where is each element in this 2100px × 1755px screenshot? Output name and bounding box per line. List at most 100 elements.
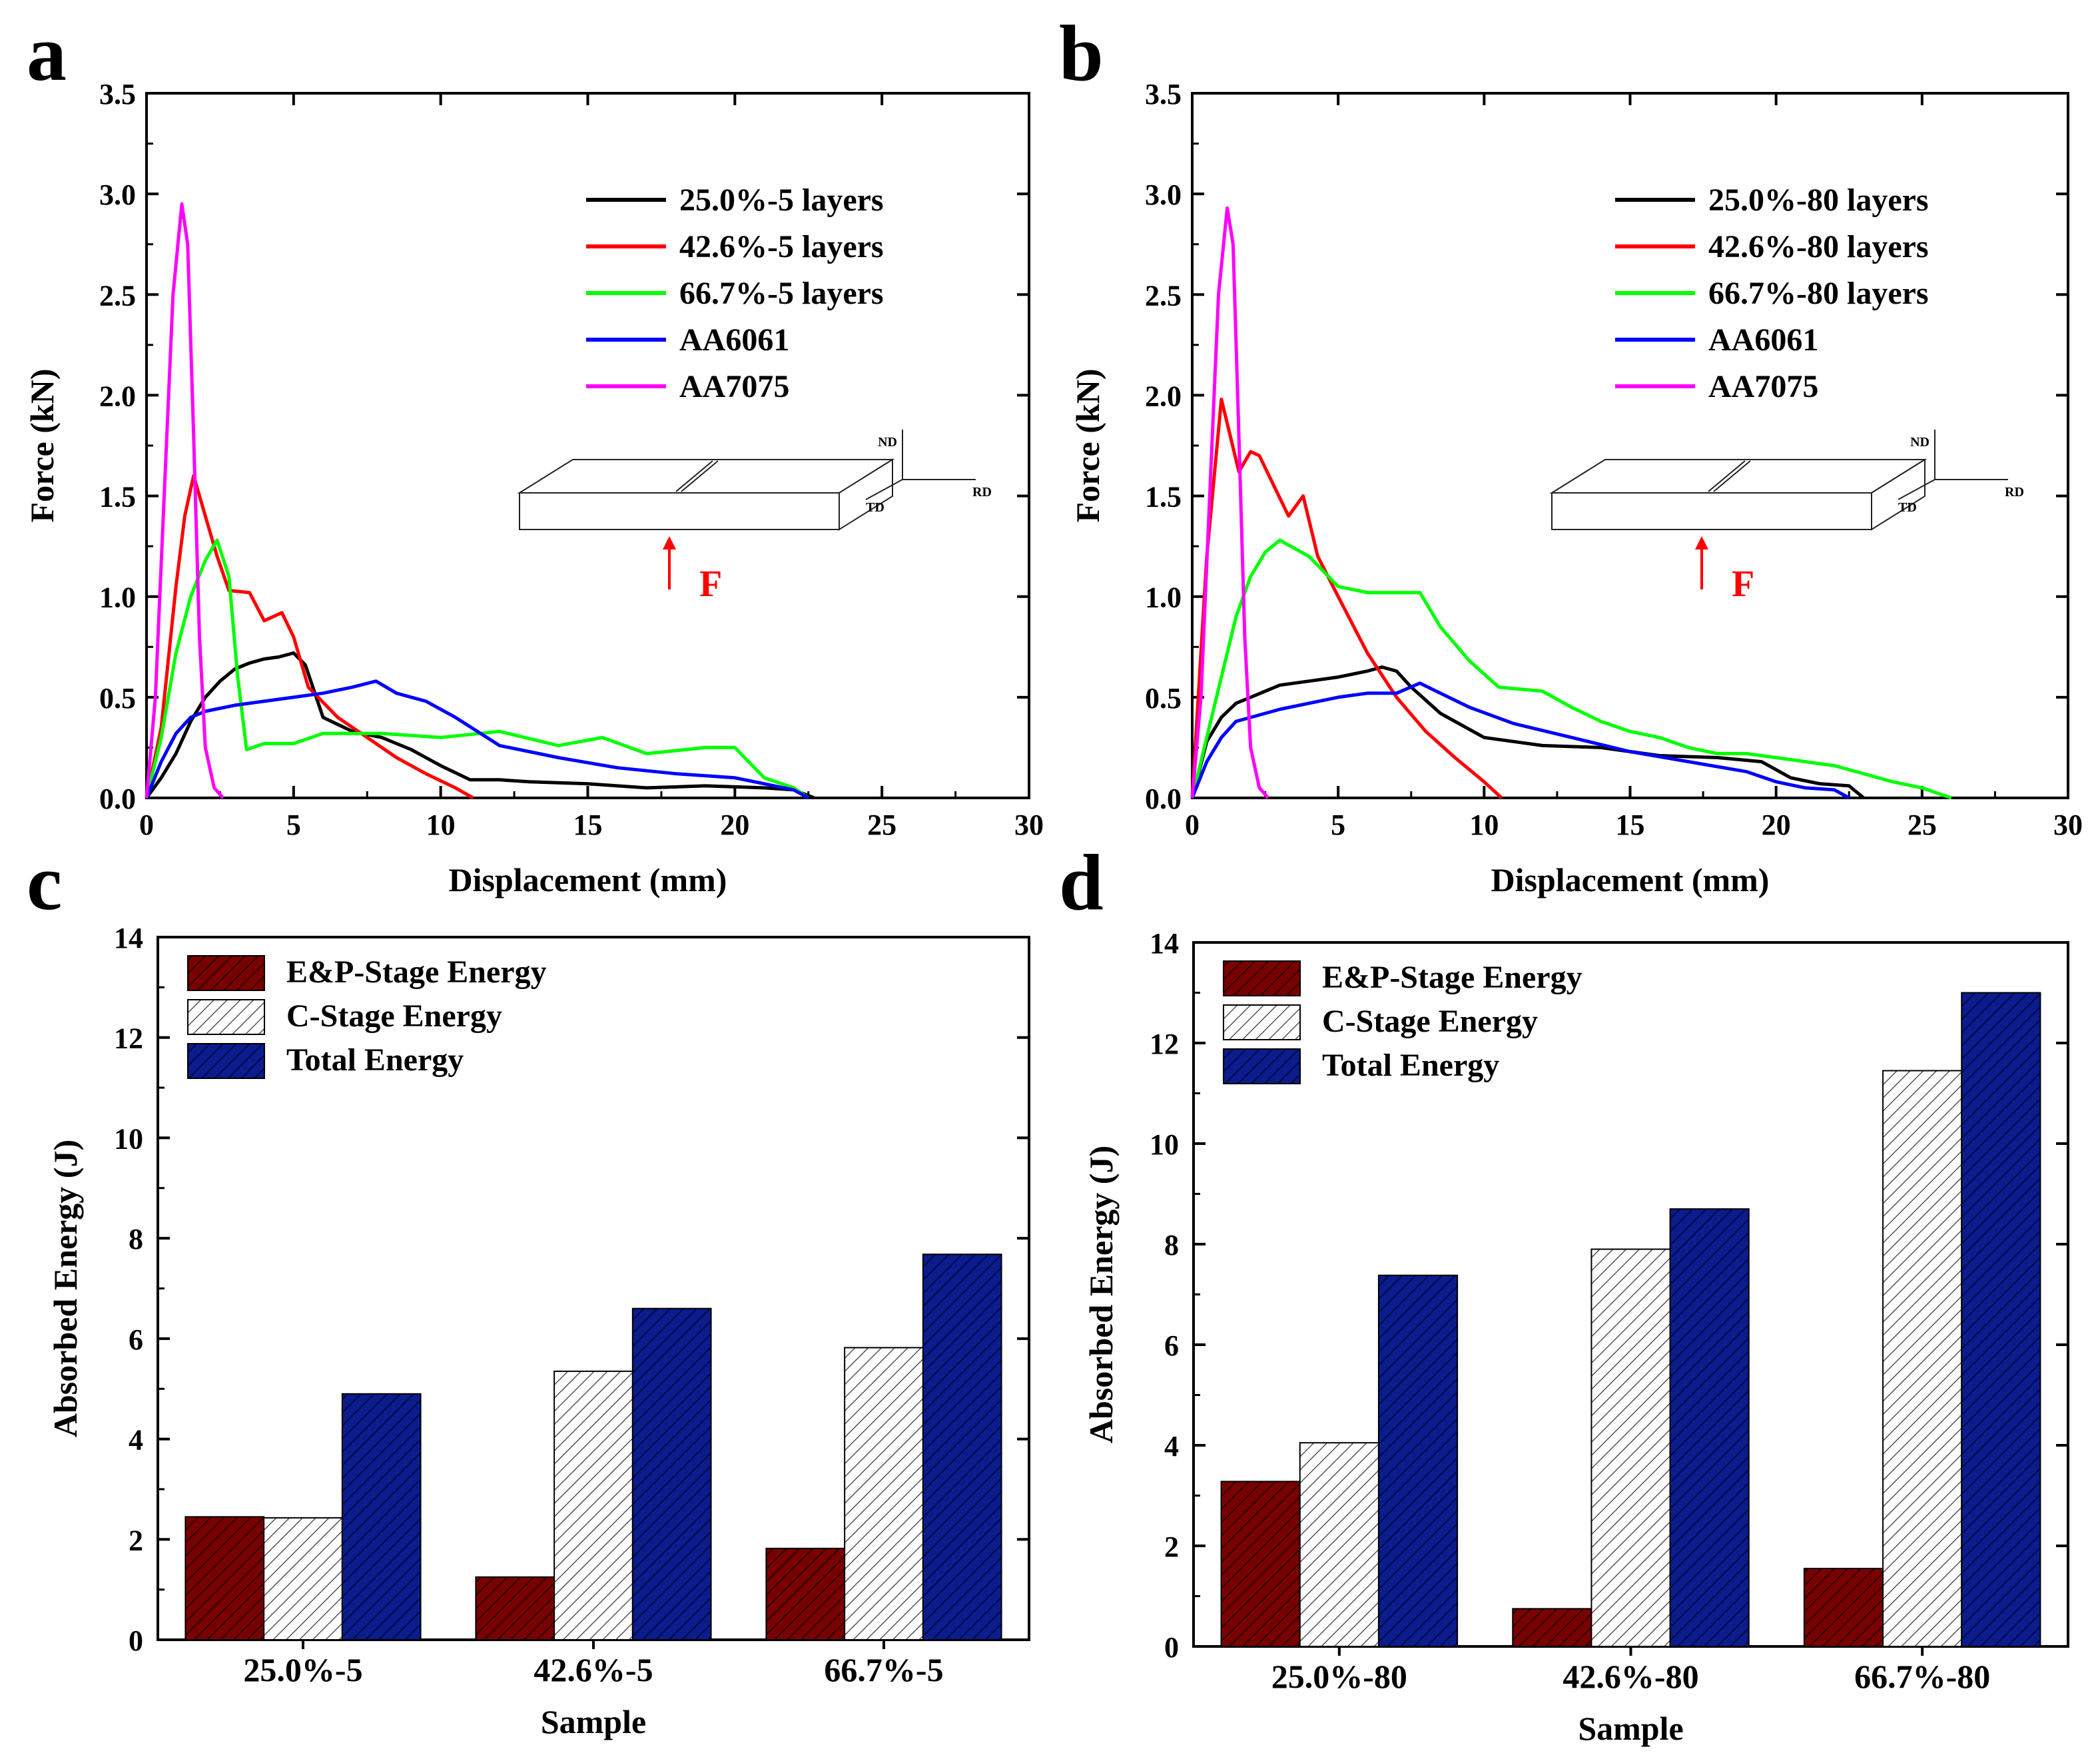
x-tick-label: 15 — [573, 809, 603, 841]
bar-total-2 — [631, 1307, 712, 1640]
y-tick-label: 1.0 — [1145, 581, 1182, 614]
panel-label-b: b — [1059, 9, 1104, 97]
x-tick-label: 25 — [867, 809, 896, 841]
sample-front-face — [519, 492, 840, 530]
panel-b-line-chart: 0 5 10 15 20 25 30 0.0 0.5 1.0 1.5 2.0 2.5 3.0 3.5 Disp… — [1069, 78, 2083, 898]
series-line-2 — [145, 474, 474, 800]
bar-ep-3 — [765, 1547, 846, 1641]
x-axis-title: Sample — [1578, 1710, 1683, 1747]
legend-label-5: AA7075 — [1708, 369, 1818, 404]
sample-top-face — [1549, 459, 1927, 494]
x-tick-label: 10 — [1469, 809, 1499, 841]
y-axis-title: Absorbed Energy (J) — [1082, 1146, 1120, 1443]
bar-ep-2 — [1512, 1608, 1592, 1647]
panel-d-bar-chart: 0 2 4 6 8 10 12 14 25.0%-80 42.6%-80 66.7%-80 Sampl… — [1082, 927, 2069, 1747]
bar-ep-3 — [1803, 1567, 1884, 1648]
legend-label-4: AA6061 — [1708, 322, 1818, 358]
legend-label-2: 42.6%-80 layers — [1708, 229, 1929, 264]
x-category-label: 25.0%-80 — [1271, 1658, 1407, 1695]
bar-c-3 — [1882, 1070, 1963, 1647]
y-tick-label: 6 — [129, 1323, 143, 1356]
legend-label-5: AA7075 — [679, 369, 789, 404]
y-tick-label: 0.5 — [1145, 682, 1182, 715]
bar-total-2 — [1669, 1208, 1750, 1647]
legend-label-3: 66.7%-80 layers — [1708, 276, 1929, 311]
series-line-5 — [1190, 206, 1269, 799]
y-axis-title: Force (kN) — [1069, 369, 1106, 523]
series-line-2 — [1190, 398, 1503, 799]
x-tick-label: 25 — [1908, 809, 1937, 841]
legend-swatch-3 — [187, 1043, 265, 1079]
legend-swatch-2 — [187, 999, 265, 1035]
y-tick-label: 2 — [129, 1524, 143, 1557]
legend-swatch-2 — [1223, 1004, 1301, 1040]
x-tick-label: 30 — [2053, 809, 2083, 841]
y-tick-label: 3.0 — [1145, 178, 1182, 211]
series-line-5 — [145, 202, 224, 799]
panel-label-c: c — [27, 838, 62, 926]
panel-c-bar-chart: 0 2 4 6 8 10 12 14 25.0%-5 42.6%-5 66.7%-5 Sample Ab… — [47, 922, 1030, 1740]
bar-c-2 — [553, 1370, 633, 1641]
y-tick-label: 0 — [1164, 1631, 1179, 1664]
series-line-1 — [145, 651, 815, 800]
series-line-3 — [145, 538, 810, 800]
y-tick-label: 12 — [114, 1022, 143, 1055]
bar-total-3 — [1961, 992, 2041, 1647]
legend-label-3: Total Energy — [286, 1042, 464, 1078]
sample-schematic-b: ND RD TD F — [1549, 430, 2024, 605]
td-axis-line — [1898, 479, 1935, 500]
legend-label-1: E&P-Stage Energy — [286, 954, 547, 990]
sample-side-face — [839, 458, 893, 531]
y-tick-label: 1.5 — [99, 481, 136, 514]
sample-notch — [1708, 460, 1751, 492]
legend-label-3: 66.7%-5 layers — [679, 276, 884, 311]
y-tick-label: 10 — [114, 1122, 143, 1155]
y-tick-label: 2.0 — [1145, 380, 1182, 412]
series-line-4 — [1190, 681, 1850, 800]
x-tick-label: 20 — [720, 809, 749, 841]
td-label: TD — [1898, 500, 1917, 515]
legend-label-4: AA6061 — [679, 322, 789, 358]
x-category-label: 42.6%-5 — [533, 1651, 653, 1688]
nd-label: ND — [1910, 435, 1929, 450]
bar-c-3 — [844, 1347, 924, 1640]
legend-label-1: 25.0%-5 layers — [679, 182, 884, 218]
x-tick-label: 0 — [1185, 809, 1200, 841]
y-tick-label: 3.5 — [1145, 78, 1182, 111]
legend-label-3: Total Energy — [1322, 1048, 1499, 1083]
series-line-4 — [145, 679, 810, 800]
x-tick-label: 30 — [1014, 809, 1044, 841]
series-line-3 — [1190, 538, 1952, 800]
panel-label-d: d — [1059, 838, 1104, 926]
x-tick-label: 10 — [426, 809, 456, 841]
rd-label: RD — [972, 485, 992, 500]
legend-swatch-3 — [1223, 1048, 1301, 1084]
bar-c-1 — [1299, 1442, 1379, 1648]
x-category-label: 66.7%-80 — [1854, 1658, 1990, 1695]
x-axis-title: Displacement (mm) — [449, 861, 727, 898]
td-axis-line — [865, 479, 903, 500]
panel-label-a: a — [27, 9, 67, 97]
bar-c-2 — [1590, 1248, 1671, 1648]
y-tick-label: 6 — [1164, 1329, 1179, 1362]
bar-ep-1 — [1220, 1481, 1301, 1648]
rd-label: RD — [2005, 485, 2024, 500]
x-tick-label: 5 — [1331, 809, 1345, 841]
y-tick-label: 3.5 — [99, 78, 136, 111]
y-tick-label: 2.5 — [1145, 279, 1182, 312]
x-tick-label: 5 — [286, 809, 301, 841]
legend-label-2: C-Stage Energy — [286, 998, 502, 1034]
legend-label-1: E&P-Stage Energy — [1322, 960, 1582, 995]
y-tick-label: 0.0 — [99, 783, 136, 815]
td-label: TD — [866, 500, 884, 515]
panel-a-line-chart: 0 5 10 15 20 25 30 0.0 0.5 1.0 1.5 2.0 2.5 3.0 3.5 Disp… — [23, 78, 1044, 898]
y-tick-label: 8 — [129, 1223, 143, 1255]
legend-swatch-1 — [1223, 960, 1301, 996]
x-tick-label: 15 — [1616, 809, 1645, 841]
legend-label-2: 42.6%-5 layers — [679, 229, 884, 264]
y-tick-label: 8 — [1164, 1229, 1179, 1261]
y-tick-label: 10 — [1150, 1128, 1179, 1161]
force-label: F — [1732, 563, 1754, 605]
force-arrow-head — [1695, 536, 1708, 549]
